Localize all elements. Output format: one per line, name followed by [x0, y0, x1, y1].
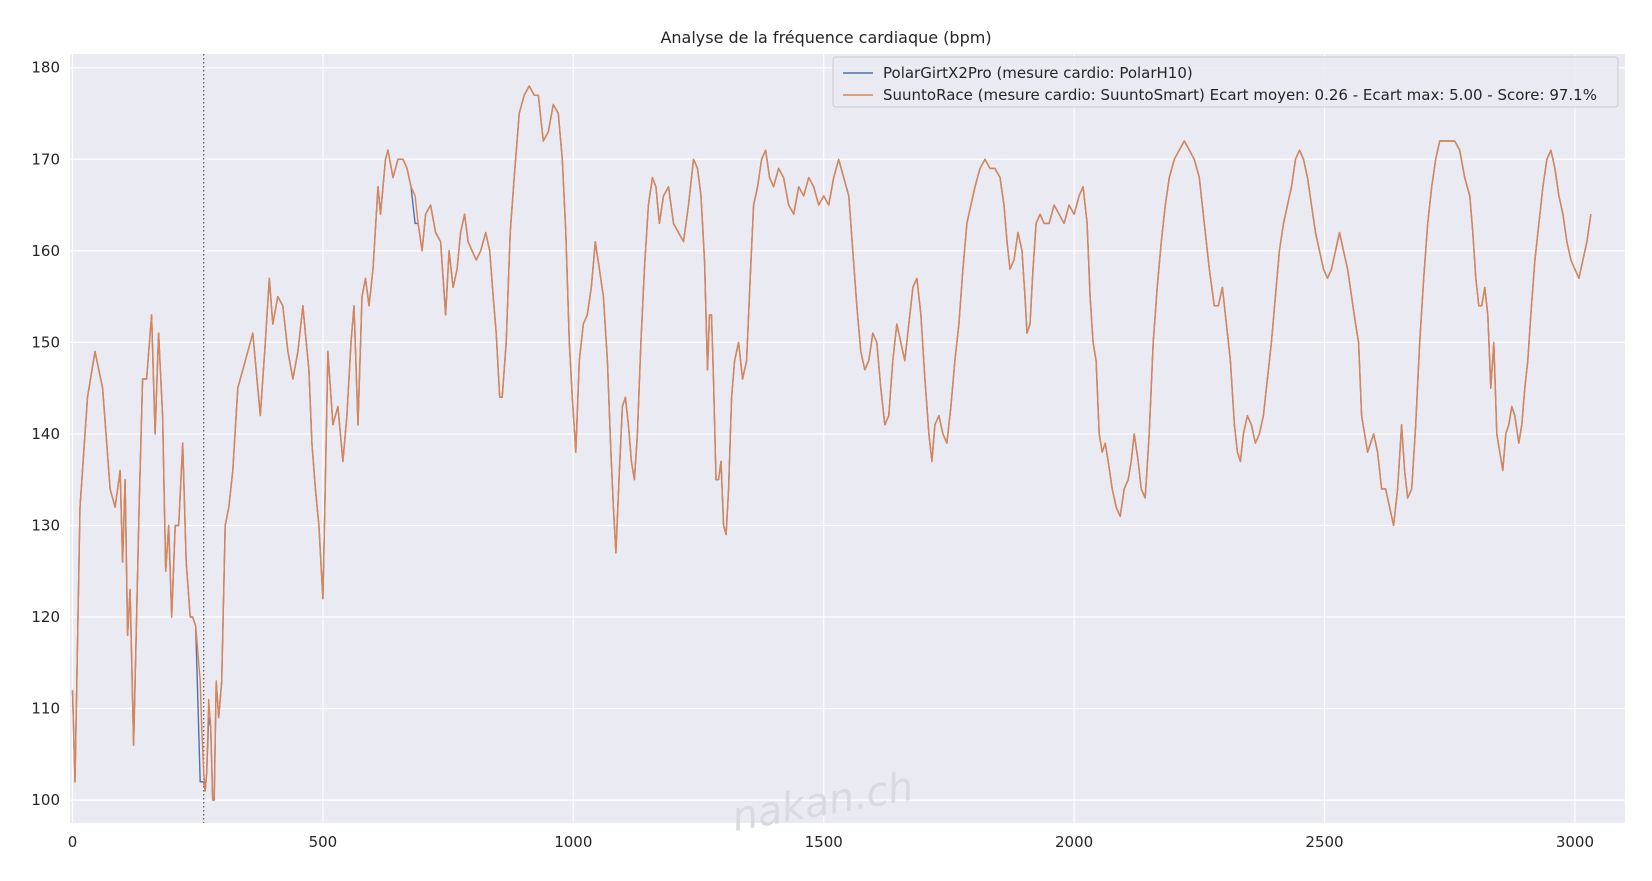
y-tick-label: 140: [31, 425, 60, 443]
series-line-suunto: [71, 85, 1592, 801]
axis-tick-labels: 0 500 1000 1500 2000 2500 3000 100 110 120 130 140 1…: [31, 59, 1594, 851]
series-layer: [71, 85, 1592, 801]
x-tick-label: 0: [68, 833, 78, 851]
legend-label-polar: PolarGirtX2Pro (mesure cardio: PolarH10): [883, 64, 1193, 82]
legend: PolarGirtX2Pro (mesure cardio: PolarH10)…: [832, 56, 1619, 108]
y-tick-label: 110: [31, 700, 60, 718]
legend-label-suunto: SuuntoRace (mesure cardio: SuuntoSmart) …: [883, 86, 1597, 104]
x-tick-label: 500: [309, 833, 338, 851]
x-tick-label: 3000: [1556, 833, 1594, 851]
legend-box: [832, 56, 1619, 108]
y-tick-label: 120: [31, 608, 60, 626]
y-tick-label: 170: [31, 150, 60, 168]
chart-title: Analyse de la fréquence cardiaque (bpm): [660, 28, 991, 47]
x-tick-label: 2000: [1055, 833, 1093, 851]
y-tick-label: 150: [31, 333, 60, 351]
y-tick-label: 100: [31, 791, 60, 809]
x-tick-label: 2500: [1305, 833, 1343, 851]
y-tick-label: 180: [31, 59, 60, 77]
plot-background: [70, 54, 1625, 823]
y-tick-label: 130: [31, 516, 60, 534]
gridlines: [70, 54, 1625, 823]
x-tick-label: 1000: [554, 833, 592, 851]
x-tick-label: 1500: [805, 833, 843, 851]
y-tick-label: 160: [31, 242, 60, 260]
